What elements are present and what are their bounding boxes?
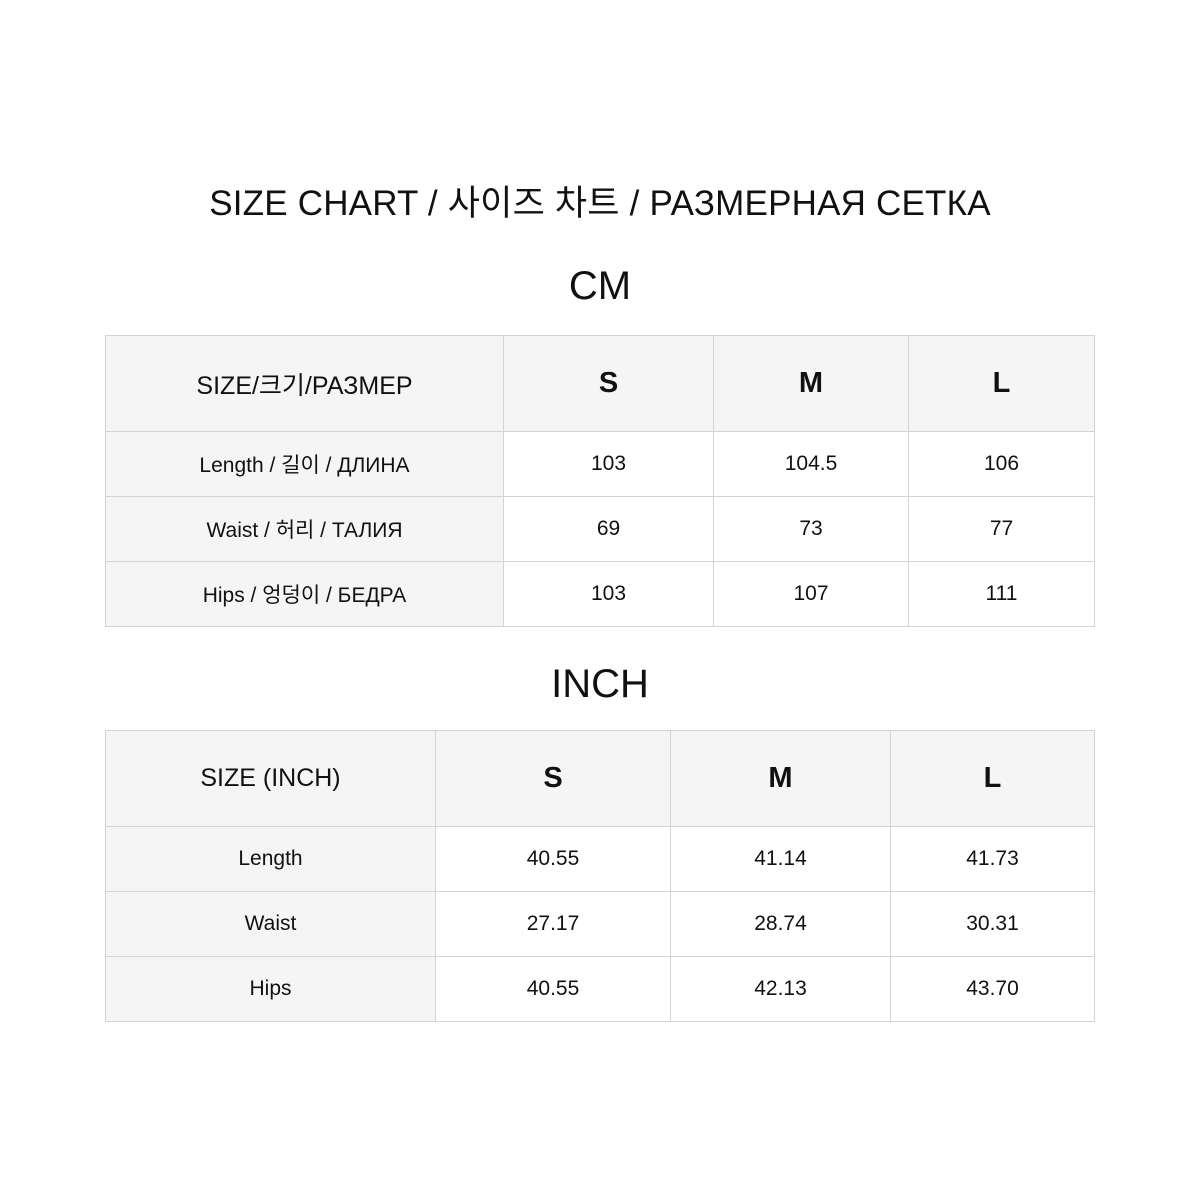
cm-header-label-cell: SIZE/크기/РАЗМЕР [105,335,504,432]
cm-table-header-row: SIZE/크기/РАЗМЕР S M L [105,335,1095,432]
cm-row-length-value-l-text: 106 [983,452,1020,475]
inch-row-length-value-m: 41.14 [670,826,891,892]
cm-header-size-m-label: M [798,367,824,399]
table-row: Hips / 엉덩이 / БЕДРА 103 107 111 [105,561,1095,627]
inch-row-waist-value-s: 27.17 [435,891,671,957]
inch-row-waist-value-m-text: 28.74 [754,912,807,935]
table-row: Waist / 허리 / ТАЛИЯ 69 73 77 [105,496,1095,562]
inch-table-header-row: SIZE (INCH) S M L [105,730,1095,827]
cm-row-length-label: Length / 길이 / ДЛИНА [199,454,410,477]
inch-header-size-m-label: M [768,762,793,794]
inch-header-size-l-label: L [983,762,1002,794]
inch-size-table: SIZE (INCH) S M L Length 40.55 [105,730,1095,1022]
cm-row-hips-value-l: 111 [908,561,1095,627]
inch-header-size-s: S [435,730,671,827]
inch-header-size-l: L [890,730,1095,827]
inch-header-size-s-label: S [543,762,563,794]
inch-row-length-value-l-text: 41.73 [966,847,1019,870]
inch-row-length-value-m-text: 41.14 [754,847,807,870]
inch-row-waist-label-cell: Waist [105,891,436,957]
inch-row-hips-value-s-text: 40.55 [526,977,580,1000]
cm-row-hips-label-cell: Hips / 엉덩이 / БЕДРА [105,561,504,627]
cm-row-length-value-s-text: 103 [590,452,627,475]
cm-row-length-value-s: 103 [503,431,714,497]
cm-row-hips-value-s-text: 103 [590,582,627,605]
inch-row-hips-value-m-text: 42.13 [754,977,807,1000]
cm-header-size-s: S [503,335,714,432]
cm-row-waist-label: Waist / 허리 / ТАЛИЯ [206,519,403,542]
inch-header-label: SIZE (INCH) [200,764,341,792]
cm-row-length-value-m-text: 104.5 [784,452,838,475]
inch-row-hips-label-cell: Hips [105,956,436,1022]
cm-header-size-m: M [713,335,909,432]
inch-header-size-m: M [670,730,891,827]
inch-row-waist-value-l-text: 30.31 [966,912,1019,935]
cm-row-length-value-l: 106 [908,431,1095,497]
inch-row-length-value-s-text: 40.55 [526,847,580,870]
cm-row-waist-value-l-text: 77 [989,517,1014,540]
cm-row-hips-value-s: 103 [503,561,714,627]
inch-row-hips-label: Hips [249,977,292,1000]
cm-header-size-s-label: S [598,367,619,399]
inch-row-length-value-l: 41.73 [890,826,1095,892]
cm-section-heading: CM [568,264,632,308]
cm-header-label: SIZE/크기/РАЗМЕР [196,371,413,400]
cm-row-waist-value-l: 77 [908,496,1095,562]
table-row: Length / 길이 / ДЛИНА 103 104.5 106 [105,431,1095,497]
cm-row-length-value-m: 104.5 [713,431,909,497]
inch-row-hips-value-l: 43.70 [890,956,1095,1022]
inch-row-hips-value-m: 42.13 [670,956,891,1022]
inch-row-waist-value-s-text: 27.17 [526,912,580,935]
cm-row-hips-value-m: 107 [713,561,909,627]
cm-header-size-l: L [908,335,1095,432]
cm-row-hips-label: Hips / 엉덩이 / БЕДРА [202,584,407,607]
cm-size-table: SIZE/크기/РАЗМЕР S M L Length / 길이 / ДЛИНА… [105,335,1095,627]
inch-header-label-cell: SIZE (INCH) [105,730,436,827]
cm-row-length-label-cell: Length / 길이 / ДЛИНА [105,431,504,497]
table-row: Hips 40.55 42.13 43.70 [105,956,1095,1022]
inch-section-heading: INCH [551,662,649,706]
inch-row-waist-value-l: 30.31 [890,891,1095,957]
cm-row-waist-value-m: 73 [713,496,909,562]
cm-row-waist-label-cell: Waist / 허리 / ТАЛИЯ [105,496,504,562]
cm-row-waist-value-s-text: 69 [596,517,621,540]
inch-row-length-value-s: 40.55 [435,826,671,892]
inch-row-waist-value-m: 28.74 [670,891,891,957]
inch-row-hips-value-s: 40.55 [435,956,671,1022]
cm-row-hips-value-l-text: 111 [985,582,1018,605]
inch-row-waist-label: Waist [244,912,297,935]
inch-row-hips-value-l-text: 43.70 [966,977,1019,1000]
table-row: Length 40.55 41.14 41.73 [105,826,1095,892]
cm-row-waist-value-s: 69 [503,496,714,562]
inch-row-length-label: Length [238,847,303,870]
table-row: Waist 27.17 28.74 30.31 [105,891,1095,957]
cm-header-size-l-label: L [992,367,1011,399]
cm-row-hips-value-m-text: 107 [793,582,829,605]
inch-row-length-label-cell: Length [105,826,436,892]
cm-row-waist-value-m-text: 73 [799,517,823,540]
page-title: SIZE CHART / 사이즈 차트 / РАЗМЕРНАЯ СЕТКА [209,184,991,223]
